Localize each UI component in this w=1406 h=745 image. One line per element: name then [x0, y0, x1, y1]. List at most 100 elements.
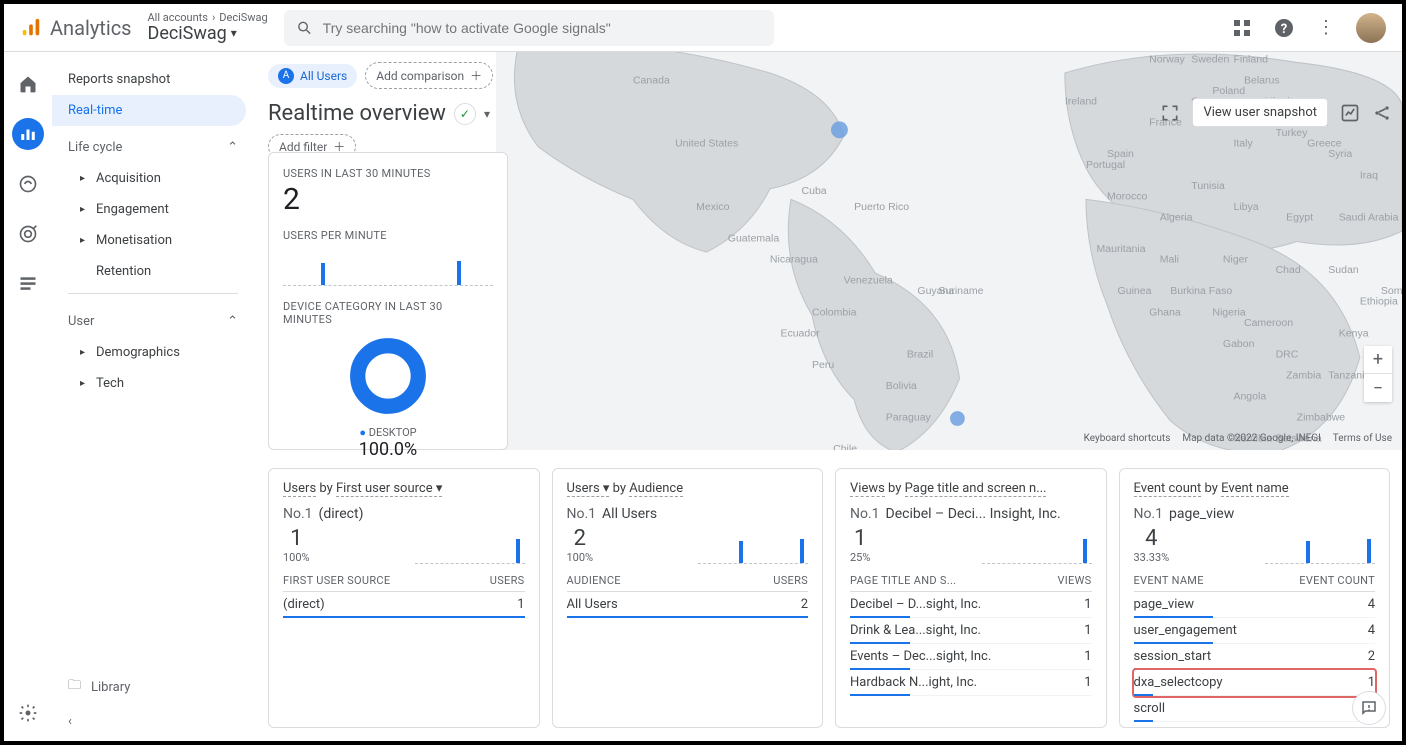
fullscreen-icon[interactable] — [1160, 103, 1180, 123]
chip-all-users[interactable]: A All Users — [268, 64, 357, 88]
caret-down-icon: ▾ — [231, 27, 237, 40]
more-vert-icon[interactable]: ⋮ — [1314, 16, 1338, 40]
sidebar-realtime[interactable]: Real-time — [52, 95, 246, 126]
rail-reports[interactable] — [12, 118, 44, 150]
share-icon[interactable] — [1372, 103, 1392, 123]
status-check-icon[interactable]: ✓ — [454, 103, 476, 125]
sidebar-item-label: Tech — [96, 376, 124, 391]
help-icon[interactable]: ? — [1272, 16, 1296, 40]
zoom-in-button[interactable]: + — [1364, 346, 1392, 374]
rail-advertising[interactable] — [12, 218, 44, 250]
rail-explore[interactable] — [12, 168, 44, 200]
table-row[interactable]: scroll1 — [1134, 696, 1376, 722]
table-row[interactable]: page_view4 — [1134, 592, 1376, 618]
svg-text:Egypt: Egypt — [1286, 211, 1313, 223]
svg-text:Morocco: Morocco — [1107, 190, 1147, 202]
sidebar-user-heading[interactable]: User ⌃ — [52, 306, 254, 337]
donut-legend-label: DESKTOP — [369, 426, 417, 439]
card-sparkline — [698, 528, 808, 564]
row-name: Decibel – D...sight, Inc. — [850, 597, 981, 612]
rail-admin[interactable] — [12, 697, 44, 729]
users-30min-label: USERS IN LAST 30 MINUTES — [283, 167, 493, 180]
chevron-right-icon: ▸ — [80, 347, 90, 358]
sidebar-library[interactable]: 🗀 Library — [52, 664, 254, 710]
metric-link[interactable]: Event count — [1134, 481, 1202, 497]
dimension-link[interactable]: Page title and screen n... — [905, 481, 1047, 497]
sidebar-item-label: Retention — [96, 264, 151, 279]
sidebar-item-monetisation[interactable]: ▸Monetisation — [52, 225, 254, 256]
svg-text:Iraq: Iraq — [1360, 169, 1378, 181]
metric-card-1: Users ▾ by AudienceNo.1 All Users2100%AU… — [552, 468, 824, 728]
table-row[interactable]: Hardback N...ight, Inc.1 — [850, 670, 1092, 696]
svg-text:Portugal: Portugal — [1086, 159, 1125, 171]
dimension-link[interactable]: Audience — [629, 481, 683, 497]
metric-card-0: Users by First user source ▾No.1 (direct… — [268, 468, 540, 728]
chip-all-users-label: All Users — [300, 69, 347, 83]
chip-badge-icon: A — [278, 68, 294, 84]
table-row[interactable]: dxa_selectcopy1 — [1134, 670, 1376, 696]
rail-home[interactable] — [12, 68, 44, 100]
search-input[interactable] — [323, 20, 762, 36]
table-row[interactable]: Drink & Lea...sight, Inc.1 — [850, 618, 1092, 644]
card-title: Views by Page title and screen n... — [850, 481, 1092, 496]
table-row[interactable]: All Users2 — [567, 592, 809, 618]
page-header: A All Users Add comparison ＋ Realtime ov… — [254, 52, 1402, 142]
table-row[interactable]: user_engagement4 — [1134, 618, 1376, 644]
search-icon — [296, 19, 313, 37]
metric-link[interactable]: Users ▾ — [567, 481, 610, 497]
attrib-shortcuts[interactable]: Keyboard shortcuts — [1084, 433, 1171, 444]
sidebar-lifecycle-heading[interactable]: Life cycle ⌃ — [52, 132, 254, 163]
svg-text:Colombia: Colombia — [812, 306, 857, 318]
table-header: PAGE TITLE AND S...VIEWS — [850, 574, 1092, 592]
metric-link[interactable]: Views — [850, 481, 885, 497]
top-item: No.1 All Users — [567, 506, 809, 522]
row-value: 4 — [1368, 597, 1375, 612]
svg-text:Zambia: Zambia — [1286, 369, 1321, 381]
sidebar-reports-snapshot[interactable]: Reports snapshot — [52, 64, 246, 95]
svg-text:Chile: Chile — [833, 443, 857, 450]
product-logo[interactable]: Analytics — [20, 16, 132, 40]
zoom-out-button[interactable]: − — [1364, 374, 1392, 402]
table-row[interactable]: Events – Dec...sight, Inc.1 — [850, 644, 1092, 670]
divider — [68, 293, 238, 294]
svg-text:Angola: Angola — [1233, 391, 1266, 403]
top-value: 1100% — [283, 526, 310, 564]
metric-link[interactable]: Users — [283, 481, 316, 497]
top-item: No.1 (direct) — [283, 506, 525, 522]
view-user-snapshot-button[interactable]: View user snapshot — [1192, 98, 1328, 127]
table-row[interactable]: Decibel – D...sight, Inc. 1 — [850, 592, 1092, 618]
search-box[interactable] — [284, 10, 774, 46]
row-value: 1 — [1084, 597, 1091, 612]
apps-icon[interactable] — [1230, 16, 1254, 40]
chart-icon[interactable] — [1340, 103, 1360, 123]
donut-legend: ● DESKTOP — [283, 426, 493, 439]
row-value: 1 — [517, 597, 524, 612]
dimension-link[interactable]: First user source ▾ — [336, 481, 442, 497]
chip-add-comparison[interactable]: Add comparison ＋ — [365, 62, 493, 89]
table-header: EVENT NAMEEVENT COUNT — [1134, 574, 1376, 592]
feedback-button[interactable] — [1352, 691, 1386, 725]
plus-icon: ＋ — [470, 67, 482, 84]
svg-text:Mauritania: Mauritania — [1096, 243, 1145, 255]
account-picker[interactable]: All accounts › DeciSwag DeciSwag ▾ — [148, 12, 268, 44]
rail-configure[interactable] — [12, 268, 44, 300]
sidebar-collapse[interactable]: ‹ — [52, 710, 254, 741]
sidebar-item-engagement[interactable]: ▸Engagement — [52, 194, 254, 225]
sidebar-item-acquisition[interactable]: ▸Acquisition — [52, 163, 254, 194]
dimension-link[interactable]: Event name — [1221, 481, 1289, 497]
svg-text:DRC: DRC — [1276, 348, 1299, 360]
top-value: 433.33% — [1134, 526, 1170, 564]
sidebar-item-demographics[interactable]: ▸Demographics — [52, 337, 254, 368]
svg-text:Niger: Niger — [1223, 254, 1249, 266]
svg-text:Nigeria: Nigeria — [1212, 306, 1245, 318]
table-row[interactable]: (direct)1 — [283, 592, 525, 618]
caret-down-icon[interactable]: ▾ — [484, 107, 490, 121]
table-row[interactable]: session_start2 — [1134, 644, 1376, 670]
attrib-terms[interactable]: Terms of Use — [1333, 433, 1392, 444]
folder-icon: 🗀 — [68, 676, 81, 698]
sidebar-item-tech[interactable]: ▸Tech — [52, 368, 254, 399]
device-category-label: DEVICE CATEGORY IN LAST 30 MINUTES — [283, 300, 493, 326]
content-area: CanadaUnited StatesMexicoGuatemalaNicara… — [254, 52, 1402, 741]
user-avatar[interactable] — [1356, 13, 1386, 43]
sidebar-item-retention[interactable]: Retention — [52, 256, 254, 287]
